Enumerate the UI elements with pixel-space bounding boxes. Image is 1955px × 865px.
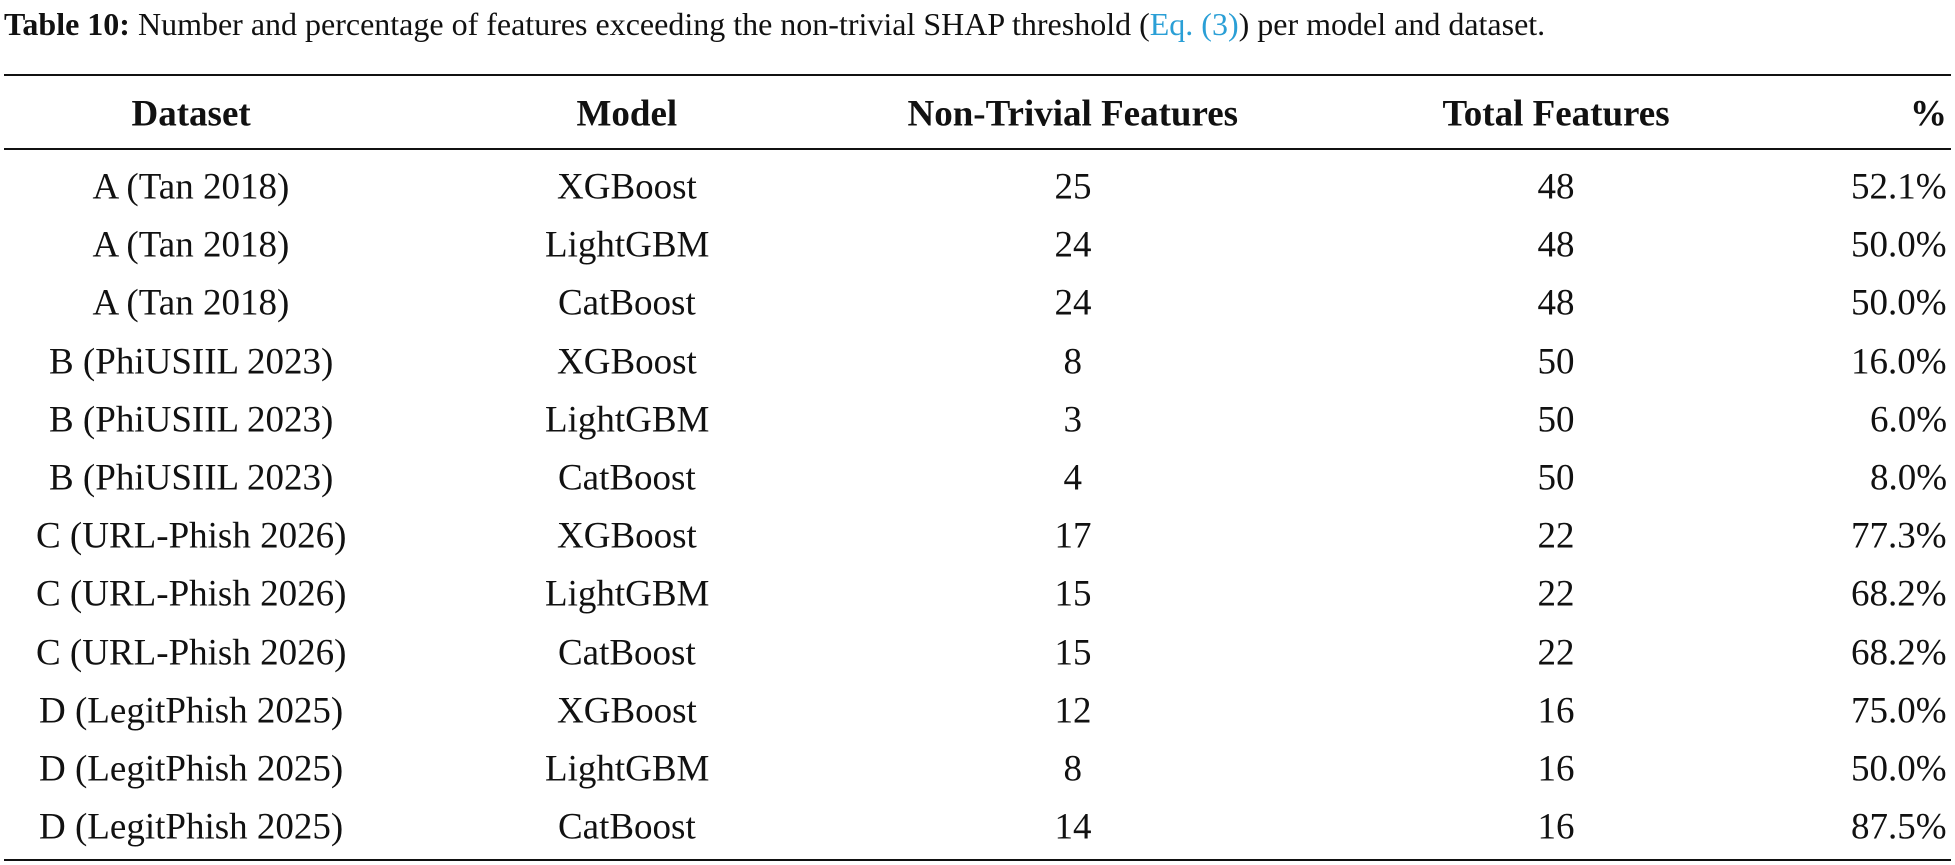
cell-model: LightGBM xyxy=(545,573,710,615)
cell-percentage: 87.5% xyxy=(1851,806,1947,848)
cell-model: LightGBM xyxy=(545,224,710,266)
cell-non-trivial-features: 25 xyxy=(1054,166,1092,208)
cell-model: XGBoost xyxy=(557,341,697,383)
header-non-trivial-features: Non-Trivial Features xyxy=(907,93,1239,135)
cell-dataset: A (Tan 2018) xyxy=(92,282,290,324)
cell-dataset: A (Tan 2018) xyxy=(92,224,290,266)
cell-non-trivial-features: 24 xyxy=(1054,224,1092,266)
cell-dataset: B (PhiUSIIL 2023) xyxy=(49,341,334,383)
cell-percentage: 75.0% xyxy=(1851,690,1947,732)
cell-non-trivial-features: 24 xyxy=(1054,282,1092,324)
cell-model: XGBoost xyxy=(557,690,697,732)
cell-percentage: 50.0% xyxy=(1851,282,1947,324)
caption-label: Table 10: xyxy=(4,6,130,42)
cell-dataset: D (LegitPhish 2025) xyxy=(39,806,344,848)
cell-total-features: 48 xyxy=(1537,224,1575,266)
cell-non-trivial-features: 8 xyxy=(1063,341,1083,383)
cell-percentage: 8.0% xyxy=(1870,457,1948,499)
cell-dataset: D (LegitPhish 2025) xyxy=(39,748,344,790)
cell-model: LightGBM xyxy=(545,748,710,790)
cell-total-features: 22 xyxy=(1537,515,1575,557)
cell-dataset: B (PhiUSIIL 2023) xyxy=(49,399,334,441)
header-model: Model xyxy=(576,93,678,135)
cell-percentage: 50.0% xyxy=(1851,748,1947,790)
cell-percentage: 52.1% xyxy=(1851,166,1947,208)
cell-non-trivial-features: 4 xyxy=(1063,457,1083,499)
cell-percentage: 68.2% xyxy=(1851,573,1947,615)
cell-dataset: C (URL-Phish 2026) xyxy=(36,515,347,557)
bottom-rule xyxy=(4,859,1951,861)
top-rule xyxy=(4,74,1951,76)
cell-total-features: 22 xyxy=(1537,632,1575,674)
cell-non-trivial-features: 17 xyxy=(1054,515,1092,557)
cell-non-trivial-features: 15 xyxy=(1054,632,1092,674)
cell-total-features: 50 xyxy=(1537,341,1575,383)
cell-dataset: C (URL-Phish 2026) xyxy=(36,573,347,615)
cell-model: CatBoost xyxy=(558,457,696,499)
cell-total-features: 50 xyxy=(1537,457,1575,499)
cell-total-features: 48 xyxy=(1537,166,1575,208)
equation-link[interactable]: Eq. (3) xyxy=(1149,6,1239,42)
cell-percentage: 6.0% xyxy=(1870,399,1948,441)
caption-text: Number and percentage of features exceed… xyxy=(137,6,1150,42)
cell-dataset: A (Tan 2018) xyxy=(92,166,290,208)
cell-non-trivial-features: 8 xyxy=(1063,748,1083,790)
cell-model: LightGBM xyxy=(545,399,710,441)
caption: Table 10: Number and percentage of featur… xyxy=(4,6,1545,43)
cell-model: CatBoost xyxy=(558,632,696,674)
header-total-features: Total Features xyxy=(1442,93,1670,135)
cell-percentage: 68.2% xyxy=(1851,632,1947,674)
cell-non-trivial-features: 3 xyxy=(1063,399,1083,441)
cell-total-features: 48 xyxy=(1537,282,1575,324)
cell-total-features: 22 xyxy=(1537,573,1575,615)
cell-dataset: B (PhiUSIIL 2023) xyxy=(49,457,334,499)
cell-total-features: 50 xyxy=(1537,399,1575,441)
caption-text: ) per model and dataset. xyxy=(1238,6,1546,42)
cell-percentage: 50.0% xyxy=(1851,224,1947,266)
cell-non-trivial-features: 15 xyxy=(1054,573,1092,615)
header-percentage: % xyxy=(1910,93,1947,135)
cell-model: XGBoost xyxy=(557,166,697,208)
cell-total-features: 16 xyxy=(1537,690,1575,732)
cell-total-features: 16 xyxy=(1537,748,1575,790)
mid-rule xyxy=(4,148,1951,150)
cell-non-trivial-features: 12 xyxy=(1054,690,1092,732)
cell-non-trivial-features: 14 xyxy=(1054,806,1092,848)
header-dataset: Dataset xyxy=(131,93,251,135)
cell-dataset: D (LegitPhish 2025) xyxy=(39,690,344,732)
cell-dataset: C (URL-Phish 2026) xyxy=(36,632,347,674)
cell-model: CatBoost xyxy=(558,282,696,324)
cell-model: CatBoost xyxy=(558,806,696,848)
cell-total-features: 16 xyxy=(1537,806,1575,848)
cell-percentage: 16.0% xyxy=(1851,341,1947,383)
cell-percentage: 77.3% xyxy=(1851,515,1947,557)
cell-model: XGBoost xyxy=(557,515,697,557)
